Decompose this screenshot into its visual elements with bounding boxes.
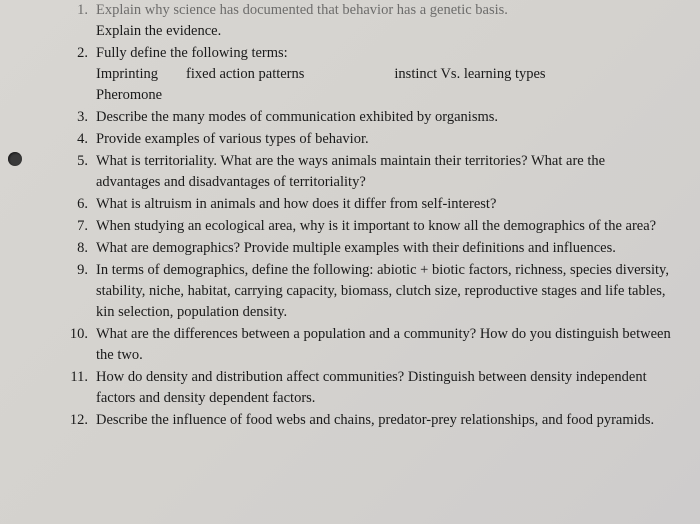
question-item-2: 2. Fully define the following terms: Imp… (68, 43, 672, 106)
item-text: What is altruism in animals and how does… (96, 196, 496, 212)
item-text: Fully define the following terms: (96, 45, 288, 61)
question-item-4: 4. Provide examples of various types of … (68, 129, 672, 150)
item-number: 11. (64, 367, 88, 388)
item-number: 1. (68, 0, 88, 21)
question-list: 1. Explain why science has documented th… (68, 0, 672, 431)
item-text: Describe the influence of food webs and … (96, 412, 654, 428)
item-partial: Explain why science has documented that … (96, 2, 508, 18)
item-number: 2. (68, 43, 88, 64)
item-text: What is territoriality. What are the way… (96, 153, 605, 190)
item-number: 5. (68, 151, 88, 172)
item-text: In terms of demographics, define the fol… (96, 262, 669, 320)
question-item-3: 3. Describe the many modes of communicat… (68, 107, 672, 128)
question-item-12: 12. Describe the influence of food webs … (68, 410, 672, 431)
item-number: 6. (68, 194, 88, 215)
term: Imprinting (96, 64, 158, 85)
item-text: Provide examples of various types of beh… (96, 131, 369, 147)
question-item-1: 1. Explain why science has documented th… (68, 0, 672, 42)
term-extra: Pheromone (96, 87, 162, 103)
item-number: 8. (68, 238, 88, 259)
question-item-10: 10. What are the differences between a p… (68, 324, 672, 366)
question-item-6: 6. What is altruism in animals and how d… (68, 194, 672, 215)
term: fixed action patterns (186, 64, 304, 85)
item-number: 10. (64, 324, 88, 345)
question-item-5: 5. What is territoriality. What are the … (68, 151, 672, 193)
question-item-7: 7. When studying an ecological area, why… (68, 216, 672, 237)
item-number: 4. (68, 129, 88, 150)
item-text: What are demographics? Provide multiple … (96, 240, 616, 256)
term: instinct Vs. learning types (394, 64, 545, 85)
terms-row: Imprinting fixed action patterns instinc… (96, 64, 672, 85)
item-number: 9. (68, 260, 88, 281)
item-text: What are the differences between a popul… (96, 326, 671, 363)
item-number: 3. (68, 107, 88, 128)
binder-hole (8, 152, 22, 166)
item-text: When studying an ecological area, why is… (96, 218, 656, 234)
item-text: Explain the evidence. (96, 23, 221, 39)
question-item-9: 9. In terms of demographics, define the … (68, 260, 672, 323)
item-text: Describe the many modes of communication… (96, 109, 498, 125)
item-number: 7. (68, 216, 88, 237)
item-number: 12. (64, 410, 88, 431)
question-item-11: 11. How do density and distribution affe… (68, 367, 672, 409)
question-item-8: 8. What are demographics? Provide multip… (68, 238, 672, 259)
item-text: How do density and distribution affect c… (96, 369, 647, 406)
